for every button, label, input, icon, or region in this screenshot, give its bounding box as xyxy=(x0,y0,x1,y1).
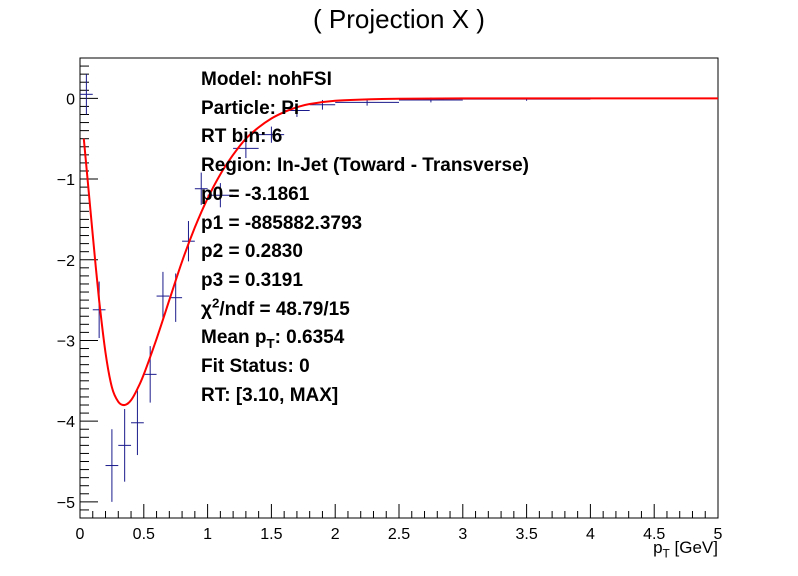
y-tick-label: −4 xyxy=(57,414,75,431)
y-tick-label: −3 xyxy=(57,333,75,350)
stat-p2: p2 = 0.2830 xyxy=(201,241,303,263)
data-point xyxy=(207,183,234,208)
x-tick-label: 2.5 xyxy=(388,526,410,543)
stat-model: Model: nohFSI xyxy=(201,69,332,90)
stat-region: Region: In-Jet (Toward - Transverse) xyxy=(201,155,529,177)
stat-fit-status: Fit Status: 0 xyxy=(201,356,310,378)
data-point xyxy=(92,281,106,339)
x-tick-label: 2 xyxy=(331,526,340,543)
x-tick-label: 5 xyxy=(714,526,723,543)
data-point xyxy=(258,126,285,143)
data-point xyxy=(131,390,144,456)
x-axis-label: pT [GeV] xyxy=(653,538,718,561)
stat-p3: p3 = 0.3191 xyxy=(201,269,303,291)
stat-mean-pt: Mean pT: 0.6354 xyxy=(201,327,345,352)
data-point xyxy=(194,172,208,205)
x-tick-label: 1.5 xyxy=(260,526,282,543)
data-point xyxy=(118,409,132,482)
data-point xyxy=(105,429,119,502)
stat-p1: p1 = -885882.3793 xyxy=(201,212,363,234)
y-tick-label: −2 xyxy=(57,253,75,270)
x-tick-label: 0.5 xyxy=(133,526,155,543)
stat-rt-range: RT: [3.10, MAX] xyxy=(201,384,339,406)
y-tick-label: 0 xyxy=(66,91,75,108)
stat-particle: Particle: Pi xyxy=(201,97,300,119)
stat-chi2: χ2/ndf = 48.79/15 xyxy=(201,295,350,320)
chart-title: ( Projection X ) xyxy=(313,4,485,34)
fit-curve xyxy=(82,97,718,407)
x-tick-label: 3 xyxy=(458,526,467,543)
stat-p0: p0 = -3.1861 xyxy=(201,183,310,205)
x-tick-label: 4.5 xyxy=(643,526,665,543)
x-tick-label: 4 xyxy=(586,526,595,543)
x-tick-label: 3.5 xyxy=(515,526,537,543)
y-tick-label: −1 xyxy=(57,172,75,189)
fit-stats-box: Model: nohFSI Particle: Pi RT bin: 6 Reg… xyxy=(201,66,529,410)
y-tick-label: −5 xyxy=(57,495,75,512)
x-tick-label: 0 xyxy=(76,526,85,543)
data-point xyxy=(80,74,93,115)
stat-rt-bin: RT bin: 6 xyxy=(201,126,283,148)
x-tick-label: 1 xyxy=(203,526,212,543)
data-point xyxy=(156,271,170,321)
